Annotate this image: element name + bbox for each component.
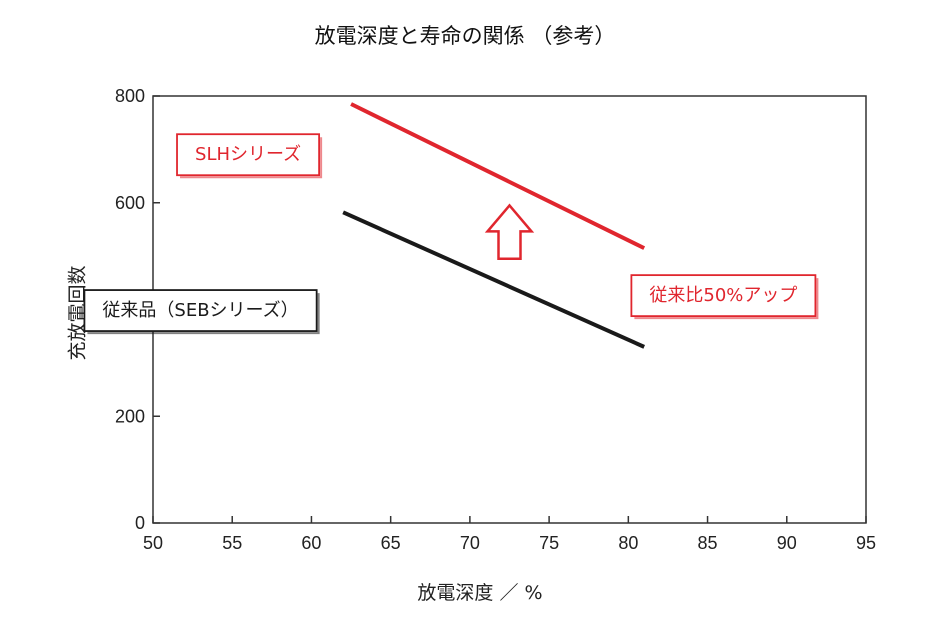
annotation-label: SLHシリーズ: [195, 144, 301, 165]
y-tick-label: 200: [115, 406, 145, 426]
annotation-shadow: [634, 278, 819, 320]
x-tick-label: 90: [777, 533, 797, 553]
x-tick-label: 50: [143, 533, 163, 553]
annotation-frame: [83, 289, 318, 332]
x-tick-label: 80: [618, 533, 638, 553]
x-tick-label: 70: [460, 533, 480, 553]
x-tick-label: 65: [381, 533, 401, 553]
series-line-seb: [342, 210, 645, 349]
x-tick-label: 95: [856, 533, 876, 553]
annotation-frame: [176, 133, 321, 177]
annotation-shadow: [87, 293, 320, 335]
y-tick-label: 800: [115, 86, 145, 106]
annotation-box: SLHシリーズ: [176, 133, 323, 179]
x-tick-label: 85: [698, 533, 718, 553]
annotation-label: 従来品（SEBシリーズ）: [102, 300, 298, 321]
x-tick-label: 75: [539, 533, 559, 553]
x-axis-label: 放電深度 ／ %: [417, 582, 543, 604]
annotation-label: 従来比50%アップ: [649, 285, 797, 306]
up-arrow-icon: [484, 203, 535, 261]
series-line-slh: [350, 102, 646, 250]
annotation-box: 従来比50%アップ: [630, 274, 819, 320]
annotation-shadow: [180, 137, 323, 179]
chart-title: 放電深度と寿命の関係 （参考）: [314, 24, 616, 48]
x-tick-label: 60: [301, 533, 321, 553]
y-tick-label: 0: [135, 513, 145, 533]
y-tick-label: 600: [115, 193, 145, 213]
annotation-frame: [630, 274, 817, 318]
x-tick-label: 55: [222, 533, 242, 553]
annotation-box: 従来品（SEBシリーズ）: [83, 289, 320, 335]
